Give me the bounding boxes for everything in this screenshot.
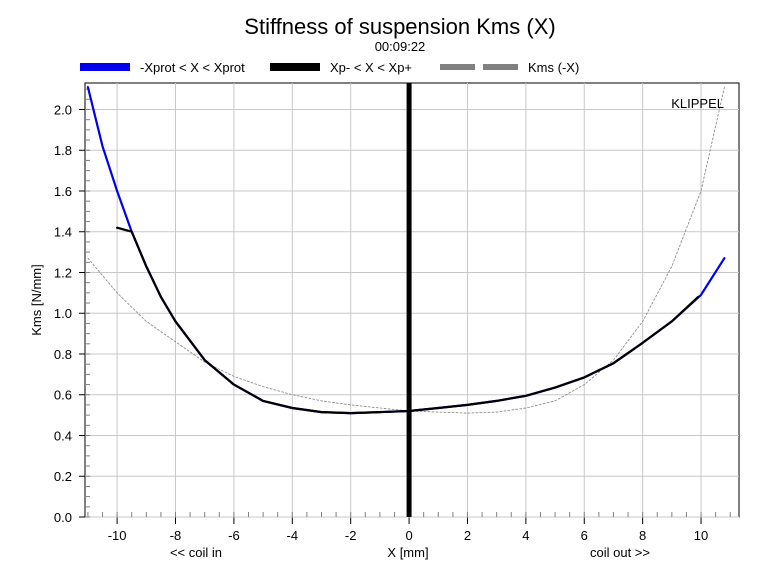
chart-subtitle: 00:09:22 [375,39,426,54]
plot-area [79,82,740,524]
legend: -Xprot < X < Xprot Xp- < X < Xp+ Kms (-X… [80,60,579,75]
legend-swatch-gray-2 [483,64,518,70]
minor-ticks [85,88,731,518]
x-tick-label: 10 [694,528,708,543]
brand-label: KLIPPEL [671,96,724,111]
x-tick-label: -2 [345,528,357,543]
plot-border [84,82,740,518]
y-tick-label: 0.2 [54,469,72,484]
x-tick-label: -10 [108,528,127,543]
y-tick-label: 0.4 [54,428,72,443]
y-axis-label: Kms [N/mm] [29,264,44,336]
x-axis-right-note: coil out >> [590,545,650,560]
x-axis-left-note: << coil in [170,545,222,560]
legend-label-xprot: -Xprot < X < Xprot [140,60,245,75]
y-tick-label: 1.6 [54,184,72,199]
x-tick-labels: -10 -8 -6 -4 -2 0 2 4 6 8 10 [108,528,709,543]
y-tick-labels: 0.0 0.2 0.4 0.6 0.8 1.0 1.2 1.4 1.6 1.8 2.0 [54,102,72,525]
y-tick-label: 0.8 [54,347,72,362]
y-tick-label: 2.0 [54,102,72,117]
grid [79,83,739,524]
x-tick-label: -4 [287,528,299,543]
y-tick-label: 1.4 [54,225,72,240]
y-tick-label: 0.0 [54,510,72,525]
x-tick-label: 2 [464,528,471,543]
x-tick-label: 0 [405,528,412,543]
chart-title: Stiffness of suspension Kms (X) [244,14,555,39]
x-tick-label: 6 [581,528,588,543]
legend-swatch-gray-1 [440,64,475,70]
x-axis-label: X [mm] [387,545,428,560]
series-line-1 [115,226,700,415]
x-tick-label: 4 [522,528,529,543]
x-tick-label: -8 [170,528,182,543]
legend-swatch-black [270,63,320,71]
legend-label-kms-neg: Kms (-X) [528,60,579,75]
y-tick-label: 1.2 [54,265,72,280]
y-tick-label: 0.6 [54,388,72,403]
y-tick-label: 1.8 [54,143,72,158]
y-tick-label: 1.0 [54,306,72,321]
legend-label-xp: Xp- < X < Xp+ [330,60,412,75]
legend-swatch-blue [80,63,130,71]
x-tick-label: 8 [639,528,646,543]
x-tick-label: -6 [228,528,240,543]
